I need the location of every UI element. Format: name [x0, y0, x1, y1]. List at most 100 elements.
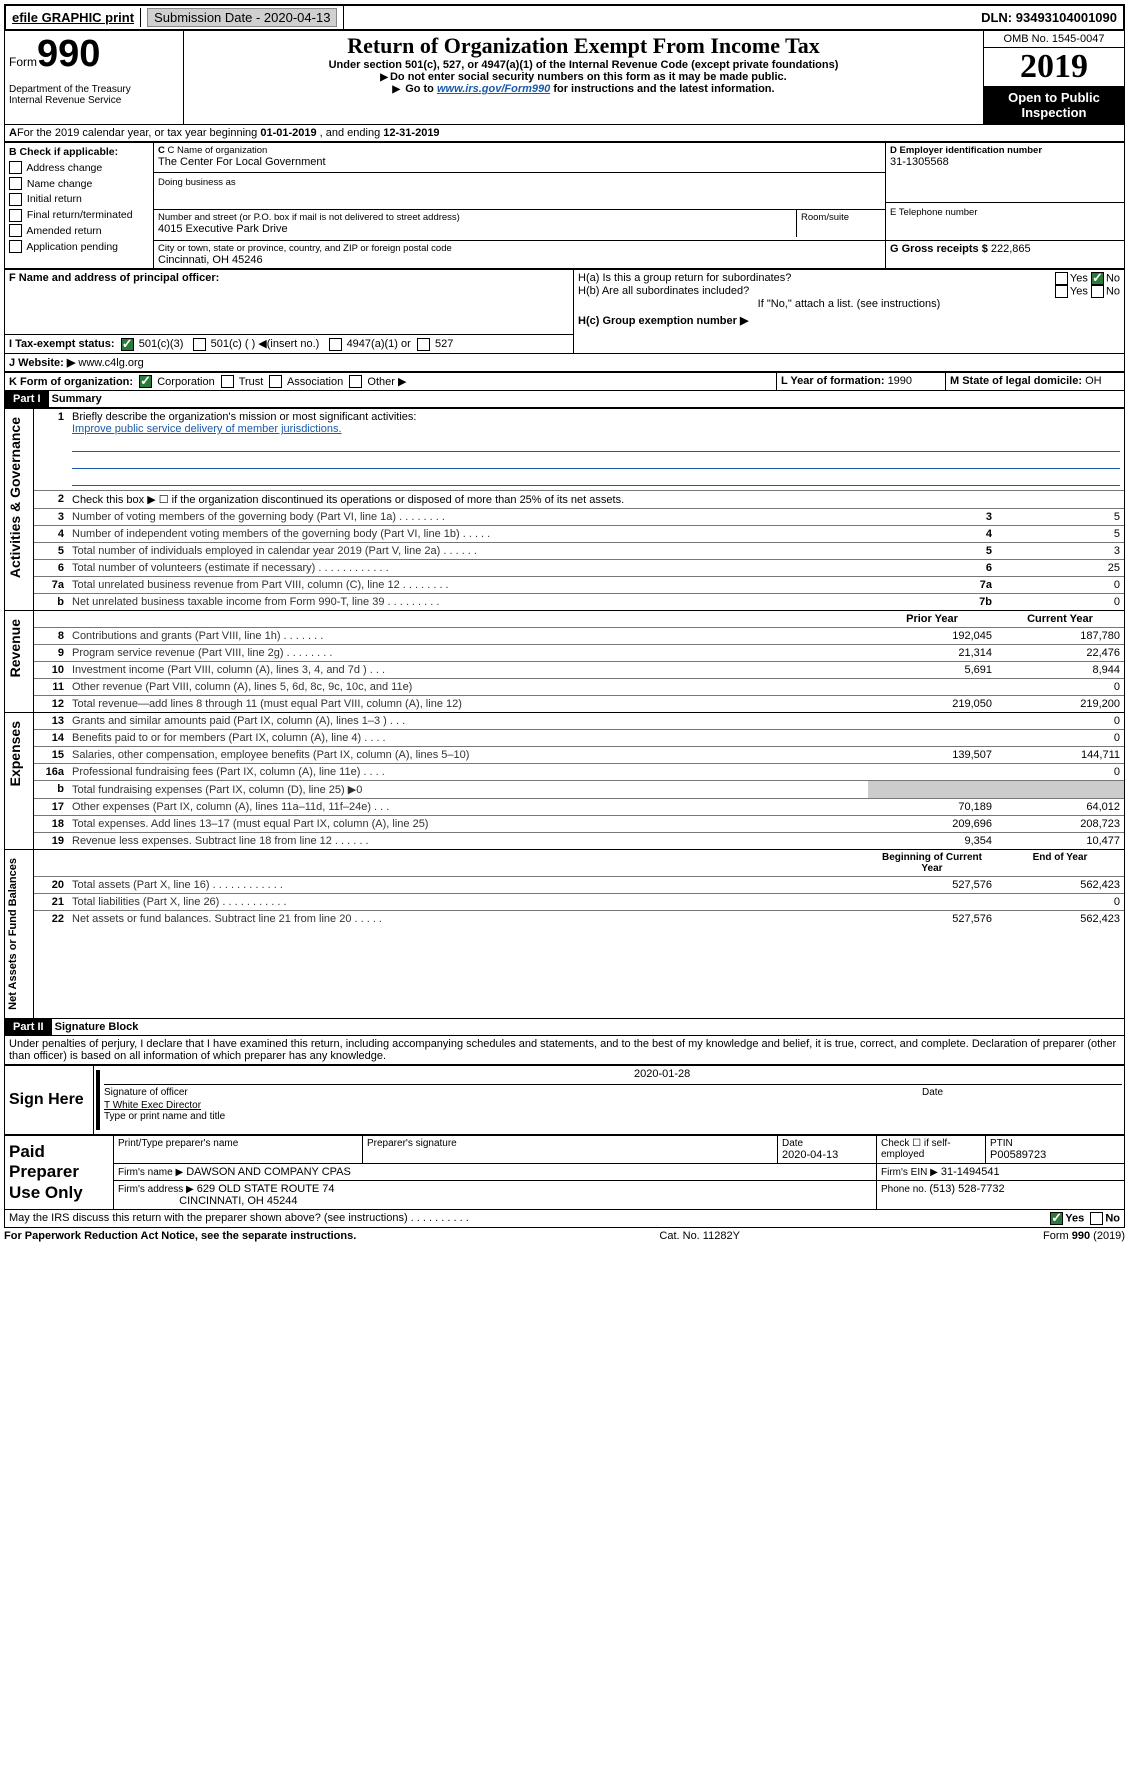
ha-no[interactable] [1091, 272, 1104, 285]
other-checkbox[interactable] [349, 375, 362, 388]
discuss-no[interactable] [1090, 1212, 1103, 1225]
gov-row-num: 7b [958, 594, 996, 611]
gov-row-val: 0 [996, 594, 1124, 611]
gov-row-num: 6 [958, 560, 996, 577]
checkbox-amended[interactable] [9, 224, 22, 237]
hb-yes[interactable] [1055, 285, 1068, 298]
ein-label: D Employer identification number [890, 145, 1120, 156]
principal-officer-label: F Name and address of principal officer: [9, 272, 219, 284]
sign-here-label: Sign Here [9, 1091, 89, 1109]
gov-row-val: 5 [996, 509, 1124, 526]
checkbox-initial-return[interactable] [9, 193, 22, 206]
ha-label: H(a) Is this a group return for subordin… [578, 272, 791, 285]
row-text: Net assets or fund balances. Subtract li… [68, 911, 868, 928]
self-emp-check[interactable]: Check ☐ if self-employed [881, 1138, 981, 1160]
q2-text: Check this box ▶ ☐ if the organization d… [68, 491, 1124, 509]
gov-row-val: 0 [996, 577, 1124, 594]
street-address: 4015 Executive Park Drive [158, 223, 792, 235]
pra-notice: For Paperwork Reduction Act Notice, see … [4, 1230, 356, 1242]
irs-label: Internal Revenue Service [9, 95, 179, 106]
gov-row-text: Number of voting members of the governin… [68, 509, 958, 526]
entity-info-block: B Check if applicable: Address change Na… [4, 142, 1125, 269]
gov-row-val: 3 [996, 543, 1124, 560]
assoc-checkbox[interactable] [269, 375, 282, 388]
current-val: 219,200 [996, 696, 1124, 713]
hb-note: If "No," attach a list. (see instruction… [578, 298, 1120, 310]
firm-addr1: 629 OLD STATE ROUTE 74 [197, 1183, 335, 1195]
form-of-org-label: K Form of organization: [9, 376, 133, 388]
prior-val: 21,314 [868, 645, 996, 662]
current-val: 0 [996, 713, 1124, 730]
part-ii-title: Signature Block [55, 1021, 139, 1033]
current-val: 208,723 [996, 816, 1124, 833]
hb-no[interactable] [1091, 285, 1104, 298]
sig-date-label: Date [922, 1087, 1122, 1098]
gov-row-text: Total unrelated business revenue from Pa… [68, 577, 958, 594]
paid-prep-label: Paid Preparer Use Only [9, 1142, 109, 1203]
col-end: End of Year [996, 850, 1124, 877]
firm-name: DAWSON AND COMPANY CPAS [186, 1166, 351, 1178]
4947-checkbox[interactable] [329, 338, 342, 351]
gross-receipts: 222,865 [991, 243, 1031, 255]
current-val: 562,423 [996, 911, 1124, 928]
firm-phone: (513) 528-7732 [929, 1183, 1004, 1195]
current-val: 22,476 [996, 645, 1124, 662]
summary-table: Activities & Governance 1 Briefly descri… [4, 408, 1125, 1019]
trust-checkbox[interactable] [221, 375, 234, 388]
hc-label: H(c) Group exemption number ▶ [578, 315, 748, 327]
checkbox-app-pending[interactable] [9, 240, 22, 253]
ha-yes[interactable] [1055, 272, 1068, 285]
prior-val: 5,691 [868, 662, 996, 679]
prior-val [868, 713, 996, 730]
col-current: Current Year [996, 611, 1124, 628]
dba-label: Doing business as [158, 177, 881, 188]
col-begin: Beginning of Current Year [868, 850, 996, 877]
irs-link[interactable]: www.irs.gov/Form990 [437, 83, 550, 95]
state-domicile: OH [1085, 375, 1102, 387]
501c-checkbox[interactable] [193, 338, 206, 351]
row-text: Other expenses (Part IX, column (A), lin… [68, 799, 868, 816]
vlabel-revenue: Revenue [5, 611, 25, 685]
part-i-tag: Part I [5, 391, 49, 407]
501c3-checkbox[interactable] [121, 338, 134, 351]
hb-label: H(b) Are all subordinates included? [578, 285, 749, 298]
gov-row-val: 25 [996, 560, 1124, 577]
prior-val: 527,576 [868, 911, 996, 928]
efile-link[interactable]: efile GRAPHIC print [12, 10, 134, 25]
row-text: Revenue less expenses. Subtract line 18 … [68, 833, 868, 850]
ssn-warning: Do not enter social security numbers on … [188, 71, 979, 83]
prior-val [868, 764, 996, 781]
current-val: 0 [996, 894, 1124, 911]
current-val [996, 781, 1124, 799]
checkbox-address-change[interactable] [9, 161, 22, 174]
submission-date-button[interactable]: Submission Date - 2020-04-13 [147, 8, 337, 27]
checkbox-name-change[interactable] [9, 177, 22, 190]
current-val: 0 [996, 679, 1124, 696]
sig-date: 2020-01-28 [634, 1068, 734, 1080]
current-val: 10,477 [996, 833, 1124, 850]
corp-checkbox[interactable] [139, 375, 152, 388]
org-name: The Center For Local Government [158, 156, 881, 168]
current-val: 562,423 [996, 877, 1124, 894]
col-prior: Prior Year [868, 611, 996, 628]
form-number: 990 [37, 33, 100, 75]
addr-label: Number and street (or P.O. box if mail i… [158, 212, 792, 223]
prior-val: 209,696 [868, 816, 996, 833]
row-text: Professional fundraising fees (Part IX, … [68, 764, 868, 781]
gov-row-num: 5 [958, 543, 996, 560]
prior-val: 527,576 [868, 877, 996, 894]
tax-year-line: AFor the 2019 calendar year, or tax year… [4, 125, 1125, 142]
vlabel-expenses: Expenses [5, 713, 25, 794]
row-text: Total fundraising expenses (Part IX, col… [68, 781, 868, 799]
type-name-label: Type or print name and title [104, 1111, 1122, 1122]
prior-val [868, 730, 996, 747]
527-checkbox[interactable] [417, 338, 430, 351]
gov-row-val: 5 [996, 526, 1124, 543]
mission-text: Improve public service delivery of membe… [72, 423, 342, 435]
discuss-yes[interactable] [1050, 1212, 1063, 1225]
form-header: Form990 Department of the Treasury Inter… [4, 31, 1125, 125]
current-val: 0 [996, 764, 1124, 781]
prior-val [868, 781, 996, 799]
sig-officer-label: Signature of officer [104, 1087, 922, 1098]
checkbox-final-return[interactable] [9, 209, 22, 222]
